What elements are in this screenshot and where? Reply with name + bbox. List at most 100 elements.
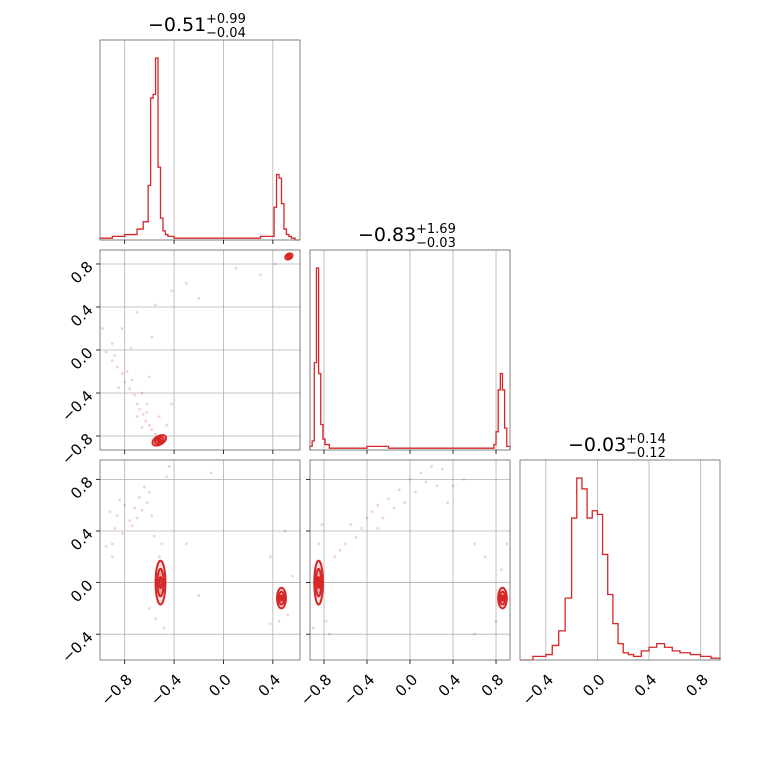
scatter-point [333, 555, 337, 559]
scatter-point [185, 281, 188, 285]
scatter-point [144, 419, 148, 423]
scatter-point [483, 555, 487, 559]
scatter-point [150, 335, 154, 339]
scatter-point [259, 273, 262, 277]
scatter-point [462, 477, 466, 481]
scatter-point [120, 327, 124, 330]
scatter-point [311, 626, 315, 630]
scatter-point [419, 471, 423, 475]
scatter-point [150, 514, 154, 517]
scatter-point [505, 542, 509, 546]
y-tick-label: 0.4 [67, 301, 97, 331]
panel-frame [519, 459, 721, 661]
scatter-point [130, 524, 134, 528]
scatter-point [130, 378, 134, 382]
scatter-point [123, 380, 127, 384]
scatter-point [115, 365, 119, 369]
x-tick-label: 0.4 [631, 671, 661, 701]
x-tick-label: −0.4 [519, 671, 557, 709]
hist-title-value-0: −0.51 [148, 14, 206, 36]
scatter-point [338, 548, 342, 552]
density-contour [277, 590, 286, 606]
scatter-point [283, 529, 287, 533]
scatter-point [128, 519, 132, 523]
scatter-point [451, 484, 455, 488]
density-contour [500, 594, 505, 602]
scatter-point [197, 296, 201, 300]
scatter-point [424, 480, 428, 484]
pair-panel-0-2 [96, 459, 301, 664]
hist-title-minus-0: −0.04 [206, 26, 246, 41]
scatter-point [473, 542, 476, 546]
scatter-point [185, 542, 188, 546]
density-contour [279, 594, 284, 602]
scatter-point [154, 617, 157, 621]
scatter-point [370, 510, 374, 514]
scatter-point [138, 496, 141, 499]
scatter-point [120, 532, 124, 535]
density-contour [158, 576, 163, 590]
scatter-point [147, 490, 151, 494]
scatter-point [197, 594, 201, 597]
x-tick-label: 0.8 [682, 671, 712, 701]
scatter-point [268, 555, 272, 559]
x-tick-label: 0.8 [478, 671, 508, 701]
scatter-point [140, 426, 144, 429]
scatter-point [135, 415, 139, 419]
hist-title-plus-2: +0.14 [626, 432, 666, 447]
panel-content [310, 460, 510, 660]
scatter-point [381, 516, 385, 520]
scatter-point [141, 413, 145, 416]
scatter-point [494, 619, 498, 623]
scatter-point [286, 613, 290, 617]
scatter-point [133, 393, 136, 397]
scatter-point [165, 423, 169, 427]
x-tick-label: 0.0 [579, 671, 609, 701]
scatter-point [154, 432, 157, 436]
x-tick-label: 0.0 [205, 671, 235, 701]
scatter-point [140, 508, 144, 512]
y-tick-label: 0.8 [67, 258, 97, 288]
density-contour [156, 567, 165, 598]
panel-background [100, 40, 300, 240]
scatter-point [110, 359, 114, 363]
scatter-point [123, 503, 127, 507]
scatter-point [365, 516, 369, 520]
y-tick-label: 0.0 [67, 344, 97, 374]
panel-frame [99, 39, 301, 241]
scatter-point [145, 402, 149, 406]
scatter-point [110, 342, 114, 345]
scatter-point [435, 484, 439, 488]
hist-title-value-2: −0.03 [568, 434, 626, 456]
scatter-point [147, 606, 151, 610]
scatter-point [135, 516, 139, 520]
scatter-point [167, 465, 171, 468]
scatter-point [440, 467, 444, 471]
scatter-point [118, 498, 122, 502]
scatter-point [360, 526, 364, 530]
scatter-point [403, 501, 407, 504]
scatter-point [209, 471, 213, 475]
scatter-point [165, 475, 169, 479]
scatter-point [104, 350, 108, 354]
scatter-point [157, 415, 161, 419]
y-tick-label: −0.8 [58, 430, 96, 468]
histogram-step-1 [309, 267, 511, 450]
scatter-point [392, 506, 396, 510]
x-tick-label: −0.8 [297, 671, 335, 709]
x-tick-label: 0.0 [392, 671, 422, 701]
x-tick-label: −0.4 [340, 671, 378, 709]
scatter-point [147, 423, 151, 427]
hist-panel-2: −0.03 +0.14−0.12 [519, 432, 721, 661]
scatter-point [150, 428, 154, 431]
scatter-point [140, 391, 144, 395]
scatter-point [117, 386, 120, 390]
density-contour [286, 254, 292, 259]
scatter-point [120, 372, 124, 376]
x-tick-label: −0.4 [147, 671, 185, 709]
scatter-point [499, 568, 503, 572]
scatter-point [430, 465, 433, 468]
panel-frame [99, 459, 301, 661]
scatter-point [268, 622, 272, 626]
